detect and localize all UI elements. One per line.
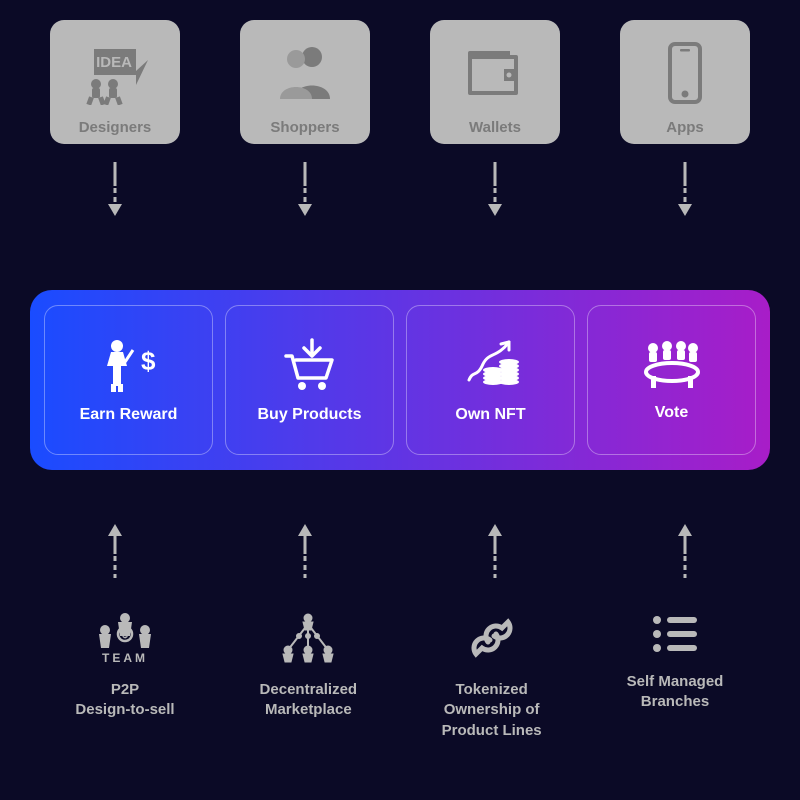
- mid-card-label: Earn Reward: [80, 406, 178, 424]
- bottom-row: $ TEAM P2PDesign-to-sell: [50, 610, 750, 741]
- top-card-wallets: Wallets: [430, 20, 560, 144]
- svg-text:TEAM: TEAM: [102, 651, 148, 665]
- top-row: IDEA Designers: [50, 20, 750, 144]
- mid-card-buy: Buy Products: [225, 305, 394, 455]
- team-icon: $ TEAM: [90, 610, 160, 666]
- arrows-down-row: [50, 158, 750, 220]
- top-card-label: Apps: [666, 119, 704, 136]
- arrow-up-icon: [483, 520, 507, 582]
- mid-card-label: Buy Products: [257, 406, 361, 424]
- wallet-icon: [460, 30, 530, 115]
- phone-icon: [660, 30, 710, 115]
- mid-card-vote: Vote: [587, 305, 756, 455]
- mid-card-label: Vote: [655, 404, 688, 422]
- svg-text:$: $: [122, 630, 128, 641]
- bottom-item-label: Self ManagedBranches: [627, 672, 724, 713]
- bottom-item-list: Self ManagedBranches: [600, 610, 750, 741]
- network-icon: [273, 610, 343, 666]
- mid-card-nft: Own NFT: [406, 305, 575, 455]
- arrow-up-icon: [673, 520, 697, 582]
- link-icon: [464, 610, 520, 666]
- arrow-up-icon: [103, 520, 127, 582]
- mid-card-earn: $ Earn Reward: [44, 305, 213, 455]
- mid-card-label: Own NFT: [455, 406, 525, 424]
- idea-icon: IDEA: [76, 30, 154, 115]
- arrow-down-icon: [673, 158, 697, 220]
- arrow-up-icon: [293, 520, 317, 582]
- svg-text:IDEA: IDEA: [96, 54, 132, 71]
- arrow-down-icon: [483, 158, 507, 220]
- people-icon: [270, 30, 340, 115]
- arrow-down-icon: [103, 158, 127, 220]
- top-card-label: Shoppers: [270, 119, 339, 136]
- arrow-down-icon: [293, 158, 317, 220]
- mid-band: $ Earn Reward Buy: [30, 290, 770, 470]
- arrows-up-row: [50, 520, 750, 582]
- bottom-item-team: $ TEAM P2PDesign-to-sell: [50, 610, 200, 741]
- vote-icon: [637, 338, 707, 390]
- bottom-item-link: TokenizedOwnership ofProduct Lines: [417, 610, 567, 741]
- bottom-item-label: TokenizedOwnership ofProduct Lines: [442, 680, 542, 741]
- cart-icon: [278, 336, 342, 392]
- top-card-shoppers: Shoppers: [240, 20, 370, 144]
- bottom-item-label: DecentralizedMarketplace: [260, 680, 358, 721]
- svg-text:$: $: [141, 346, 156, 376]
- top-card-apps: Apps: [620, 20, 750, 144]
- top-card-designers: IDEA Designers: [50, 20, 180, 144]
- bottom-item-network: DecentralizedMarketplace: [233, 610, 383, 741]
- top-card-label: Wallets: [469, 119, 521, 136]
- list-icon: [647, 610, 703, 658]
- nft-icon: [459, 336, 523, 392]
- bottom-item-label: P2PDesign-to-sell: [75, 680, 174, 721]
- earn-icon: $: [97, 336, 161, 392]
- top-card-label: Designers: [79, 119, 152, 136]
